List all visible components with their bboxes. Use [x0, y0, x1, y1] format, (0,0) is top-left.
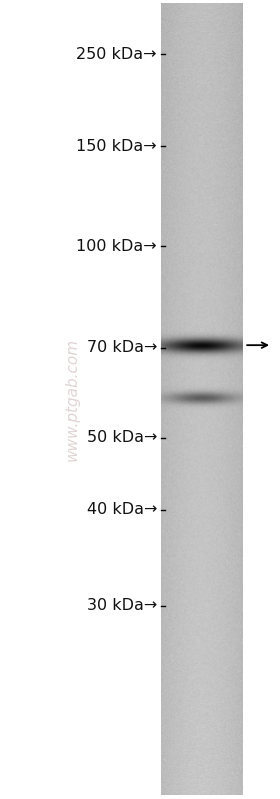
Text: 250 kDa→: 250 kDa→ [76, 47, 157, 62]
Text: 40 kDa→: 40 kDa→ [87, 503, 157, 517]
Text: 30 kDa→: 30 kDa→ [87, 598, 157, 613]
Text: 50 kDa→: 50 kDa→ [87, 431, 157, 445]
Text: 70 kDa→: 70 kDa→ [87, 340, 157, 355]
Text: www.ptgab.com: www.ptgab.com [65, 338, 80, 461]
Text: 150 kDa→: 150 kDa→ [76, 139, 157, 153]
Text: 100 kDa→: 100 kDa→ [76, 239, 157, 253]
